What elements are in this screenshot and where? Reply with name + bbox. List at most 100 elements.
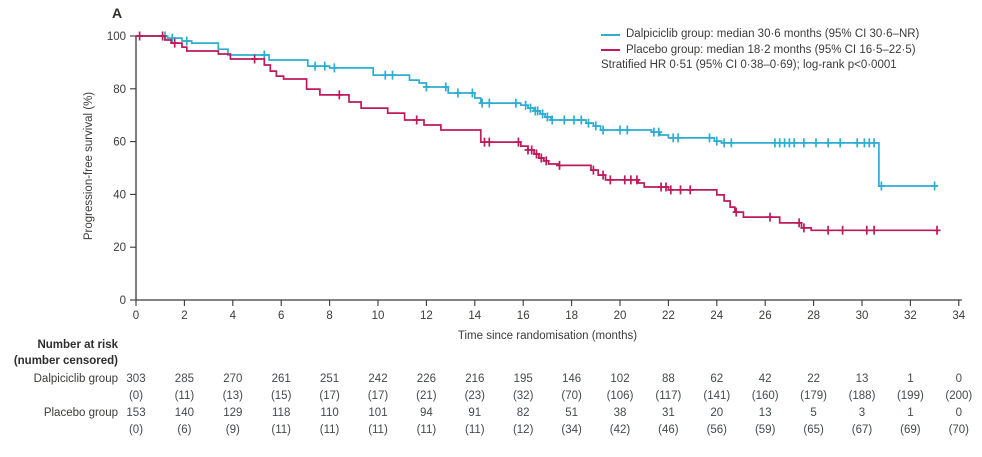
x-tick-label: 34 xyxy=(952,310,965,322)
x-tick-label: 0 xyxy=(133,310,139,322)
legend-item-dalpiciclib: Dalpiciclib group: median 30·6 months (9… xyxy=(601,27,919,43)
x-tick-label: 30 xyxy=(856,310,869,322)
at-risk-value: 242 xyxy=(368,373,388,385)
y-tick-label: 20 xyxy=(113,242,126,254)
x-tick-label: 16 xyxy=(517,310,530,322)
at-risk-value: 38 xyxy=(613,407,627,419)
x-tick-label: 18 xyxy=(565,310,578,322)
censored-value: (67) xyxy=(851,424,873,436)
censored-value: (11) xyxy=(416,424,437,436)
at-risk-value: 118 xyxy=(272,407,291,419)
legend-label-placebo: Placebo group: median 18·2 months (95% C… xyxy=(626,43,916,56)
at-risk-value: 261 xyxy=(271,373,291,385)
x-tick-label: 32 xyxy=(904,310,917,322)
censored-value: (23) xyxy=(464,390,486,402)
x-tick-label: 10 xyxy=(372,310,385,322)
at-risk-value: 129 xyxy=(223,407,243,419)
at-risk-value: 101 xyxy=(368,407,388,419)
at-risk-value: 94 xyxy=(419,407,433,419)
censored-value: (34) xyxy=(561,424,582,436)
risk-table-title: Number at risk xyxy=(37,339,118,351)
censored-value: (69) xyxy=(900,424,921,436)
panel-label: A xyxy=(112,5,123,21)
censored-value: (59) xyxy=(754,424,776,436)
at-risk-value: 195 xyxy=(513,373,533,385)
km-chart: 0 2 4 6 8 10 12 14 16 18 20 22 24 26 28 30 32 34020406080… xyxy=(107,31,966,322)
at-risk-value: 270 xyxy=(223,373,243,385)
at-risk-value: 42 xyxy=(758,373,772,385)
censored-value: (42) xyxy=(609,424,631,436)
x-tick-label: 2 xyxy=(181,310,187,322)
censored-value: (56) xyxy=(706,424,728,436)
censored-value: (12) xyxy=(512,424,534,436)
censored-value: (17) xyxy=(319,390,340,402)
x-tick-label: 22 xyxy=(662,310,675,322)
at-risk-value: 303 xyxy=(126,373,146,385)
at-risk-value: 82 xyxy=(516,407,530,419)
at-risk-value: 91 xyxy=(468,407,482,419)
legend-note-hr: Stratified HR 0·51 (95% CI 0·38–0·69); l… xyxy=(601,59,897,71)
y-tick-label: 60 xyxy=(113,137,126,149)
y-axis-title: Progression-free survival (%) xyxy=(83,91,95,241)
at-risk-value: 13 xyxy=(758,407,772,419)
at-risk-value: 102 xyxy=(610,373,630,385)
censored-value: (70) xyxy=(561,390,582,402)
at-risk-value: 5 xyxy=(810,407,817,419)
km-curve-placebo xyxy=(136,35,940,232)
at-risk-value: 226 xyxy=(416,373,436,385)
censored-value: (199) xyxy=(896,390,924,402)
censored-value: (70) xyxy=(948,424,970,436)
at-risk-value: 285 xyxy=(174,373,194,385)
risk-row-label: Dalpiciclib group xyxy=(33,373,118,385)
x-tick-label: 20 xyxy=(614,310,627,322)
censored-value: (106) xyxy=(606,390,634,402)
censored-value: (141) xyxy=(703,390,731,402)
at-risk-value: 1 xyxy=(907,407,914,419)
at-risk-value: 1 xyxy=(907,373,914,385)
censored-value: (11) xyxy=(319,424,340,436)
censored-value: (11) xyxy=(174,390,195,402)
censored-value: (17) xyxy=(367,390,389,402)
censored-value: (0) xyxy=(128,390,144,402)
at-risk-value: 140 xyxy=(174,407,194,419)
censored-value: (0) xyxy=(128,424,144,436)
censored-value: (13) xyxy=(222,390,244,402)
at-risk-value: 22 xyxy=(807,373,820,385)
censored-value: (21) xyxy=(416,390,437,402)
at-risk-value: 13 xyxy=(855,373,869,385)
y-tick-label: 80 xyxy=(113,84,126,96)
at-risk-value: 3 xyxy=(858,407,866,419)
at-risk-value: 0 xyxy=(955,373,962,385)
x-tick-label: 28 xyxy=(807,310,820,322)
at-risk-value: 110 xyxy=(320,407,339,419)
censored-value: (32) xyxy=(512,390,534,402)
censored-value: (200) xyxy=(945,390,973,402)
censored-value: (11) xyxy=(368,424,388,436)
x-tick-label: 26 xyxy=(759,310,772,322)
censored-value: (6) xyxy=(177,424,192,436)
y-tick-label: 40 xyxy=(113,189,126,201)
at-risk-value: 88 xyxy=(661,373,675,385)
censored-value: (160) xyxy=(751,390,779,402)
x-tick-label: 6 xyxy=(278,310,284,322)
at-risk-value: 0 xyxy=(955,407,962,419)
legend-item-placebo: Placebo group: median 18·2 months (95% C… xyxy=(601,43,919,59)
at-risk-value: 51 xyxy=(565,407,578,419)
at-risk-value: 216 xyxy=(465,373,485,385)
x-tick-label: 14 xyxy=(468,310,481,322)
censored-value: (179) xyxy=(800,390,828,402)
legend-label-dalpiciclib: Dalpiciclib group: median 30·6 months (9… xyxy=(626,28,920,40)
legend-line-dalpiciclib-icon xyxy=(601,33,620,36)
x-tick-label: 12 xyxy=(420,310,433,322)
x-tick-label: 4 xyxy=(230,310,237,322)
censored-value: (188) xyxy=(848,390,876,402)
x-tick-label: 8 xyxy=(326,310,332,322)
censored-value: (9) xyxy=(225,424,240,436)
censored-value: (65) xyxy=(803,424,824,436)
y-tick-label: 100 xyxy=(107,31,126,43)
risk-row-label: Placebo group xyxy=(43,407,118,419)
x-tick-label: 24 xyxy=(710,310,723,322)
censored-value: (15) xyxy=(270,390,292,402)
censored-value: (46) xyxy=(658,424,679,436)
